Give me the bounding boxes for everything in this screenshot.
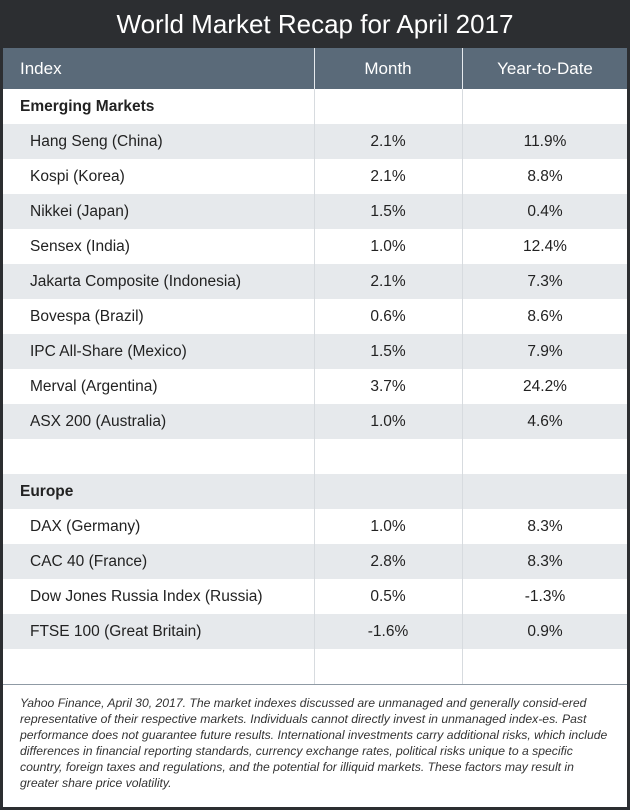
month-value: 0.6% [370, 308, 406, 325]
ytd-value: 11.9% [523, 133, 567, 150]
index-name: ASX 200 (Australia) [30, 413, 167, 430]
table-row: Dow Jones Russia Index (Russia) 0.5% -1.… [3, 579, 627, 614]
section-row: Emerging Markets [3, 89, 627, 124]
month-value: -1.6% [367, 623, 409, 640]
section-label: Europe [20, 483, 74, 500]
index-name: Dow Jones Russia Index (Russia) [30, 588, 263, 605]
month-value: 2.1% [370, 273, 406, 290]
index-name: Merval (Argentina) [30, 378, 158, 395]
table-row: DAX (Germany) 1.0% 8.3% [3, 509, 627, 544]
index-name: Kospi (Korea) [30, 168, 125, 185]
footnote-box: Yahoo Finance, April 30, 2017. The marke… [3, 684, 627, 807]
month-value: 1.0% [370, 518, 406, 535]
index-name: DAX (Germany) [30, 518, 141, 535]
market-table: Index Month Year-to-Date Emerging Market… [3, 48, 627, 684]
index-name: Hang Seng (China) [30, 133, 163, 150]
month-value: 2.1% [370, 133, 406, 150]
month-value: 1.5% [370, 203, 406, 220]
index-name: FTSE 100 (Great Britain) [30, 623, 202, 640]
index-name: IPC All-Share (Mexico) [30, 343, 187, 360]
month-value: 2.1% [370, 168, 406, 185]
month-value: 1.0% [370, 413, 406, 430]
column-header-index: Index [20, 59, 62, 78]
table-row: ASX 200 (Australia) 1.0% 4.6% [3, 404, 627, 439]
month-value: 0.5% [370, 588, 406, 605]
ytd-value: 7.9% [527, 343, 563, 360]
ytd-value: 24.2% [523, 378, 567, 395]
ytd-value: 8.3% [527, 518, 563, 535]
ytd-value: -1.3% [524, 588, 566, 605]
footnote-text: Yahoo Finance, April 30, 2017. The marke… [20, 696, 608, 790]
table-row: Merval (Argentina) 3.7% 24.2% [3, 369, 627, 404]
index-name: Sensex (India) [30, 238, 130, 255]
table-row: Kospi (Korea) 2.1% 8.8% [3, 159, 627, 194]
table-row: CAC 40 (France) 2.8% 8.3% [3, 544, 627, 579]
month-value: 1.5% [370, 343, 406, 360]
ytd-value: 12.4% [523, 238, 567, 255]
spacer-row [3, 439, 627, 474]
table-header: Index Month Year-to-Date [3, 48, 627, 89]
table-row: Hang Seng (China) 2.1% 11.9% [3, 124, 627, 159]
column-divider [462, 48, 463, 89]
column-header-month: Month [364, 59, 412, 78]
table-row: IPC All-Share (Mexico) 1.5% 7.9% [3, 334, 627, 369]
ytd-value: 8.6% [527, 308, 563, 325]
ytd-value: 0.9% [527, 623, 563, 640]
section-row: Europe [3, 474, 627, 509]
table-row: Jakarta Composite (Indonesia) 2.1% 7.3% [3, 264, 627, 299]
ytd-value: 8.8% [527, 168, 563, 185]
index-name: Bovespa (Brazil) [30, 308, 144, 325]
index-name: CAC 40 (France) [30, 553, 148, 570]
column-header-ytd: Year-to-Date [497, 59, 593, 78]
ytd-value: 7.3% [527, 273, 563, 290]
month-value: 1.0% [370, 238, 406, 255]
ytd-value: 4.6% [527, 413, 563, 430]
spacer-row [3, 649, 627, 684]
table-row: Sensex (India) 1.0% 12.4% [3, 229, 627, 264]
ytd-value: 0.4% [527, 203, 563, 220]
table-row: Nikkei (Japan) 1.5% 0.4% [3, 194, 627, 229]
month-value: 2.8% [370, 553, 406, 570]
table-row: FTSE 100 (Great Britain) -1.6% 0.9% [3, 614, 627, 649]
section-label: Emerging Markets [20, 98, 155, 115]
table-row: Bovespa (Brazil) 0.6% 8.6% [3, 299, 627, 334]
index-name: Jakarta Composite (Indonesia) [30, 273, 242, 290]
page-title: World Market Recap for April 2017 [116, 9, 514, 39]
index-name: Nikkei (Japan) [30, 203, 130, 220]
month-value: 3.7% [370, 378, 406, 395]
ytd-value: 8.3% [527, 553, 563, 570]
column-divider [314, 48, 315, 89]
